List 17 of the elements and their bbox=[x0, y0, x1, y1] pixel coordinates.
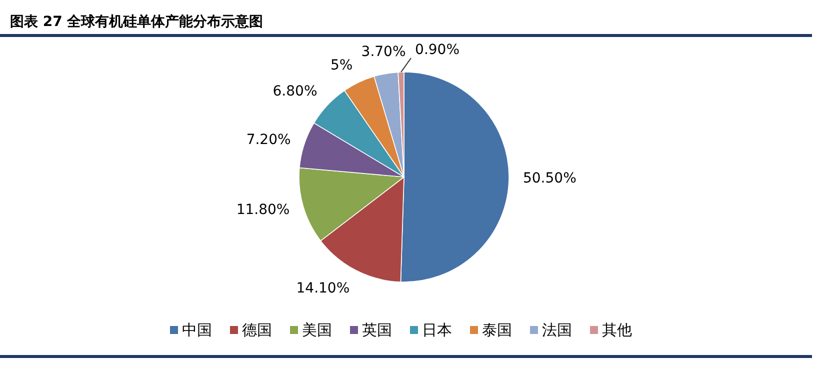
legend-label: 美国 bbox=[302, 321, 332, 340]
data-label: 3.70% bbox=[361, 44, 406, 60]
legend-label: 其他 bbox=[602, 321, 632, 340]
data-label: 6.80% bbox=[272, 84, 318, 100]
data-label: 14.10% bbox=[296, 280, 350, 296]
data-label: 7.20% bbox=[246, 132, 291, 148]
chart-title: 图表 27 全球有机硅单体产能分布示意图 bbox=[10, 13, 264, 30]
data-label: 5% bbox=[330, 58, 353, 74]
data-label: 50.50% bbox=[522, 170, 576, 187]
legend-label: 泰国 bbox=[482, 321, 512, 340]
legend-label: 法国 bbox=[542, 321, 572, 340]
legend-label: 英国 bbox=[362, 321, 392, 340]
data-label: 0.90% bbox=[415, 42, 460, 58]
legend-label: 日本 bbox=[422, 321, 452, 340]
legend-label: 中国 bbox=[182, 321, 212, 340]
legend-label: 德国 bbox=[242, 321, 272, 340]
data-label: 11.80% bbox=[236, 202, 290, 218]
